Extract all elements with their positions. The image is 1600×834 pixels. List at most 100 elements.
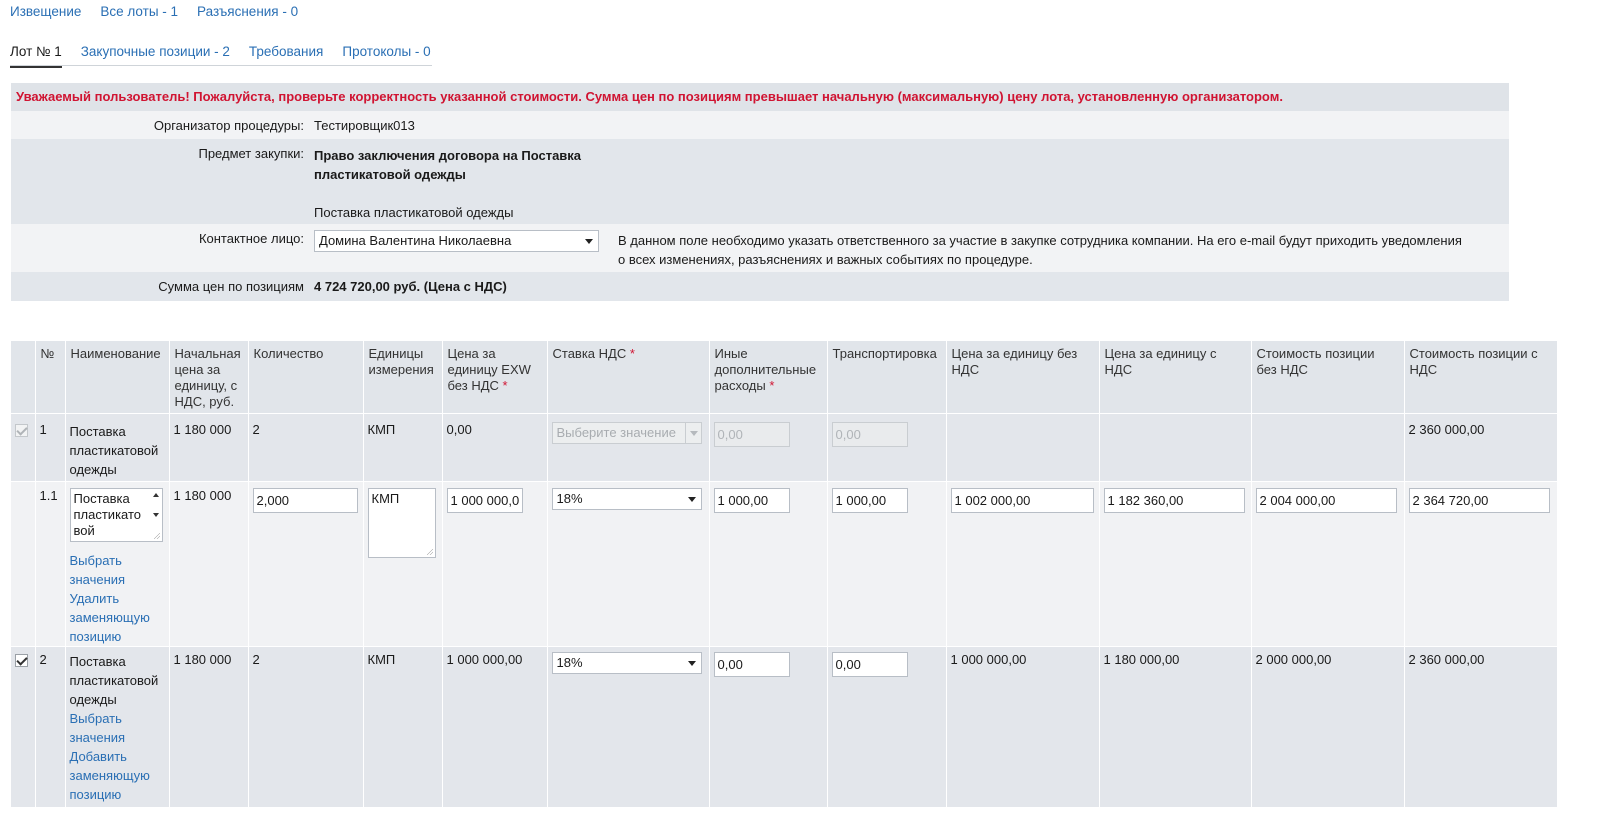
- vat-rate-value: 18%: [556, 490, 583, 506]
- row-price-exw: 0,00: [442, 412, 548, 481]
- header-checkbox-col: [11, 341, 36, 413]
- header-start-price-l4: НДС, руб.: [174, 394, 235, 409]
- table-header-row: № Наименование Начальная цена за единицу…: [11, 341, 1558, 413]
- row-unit-with-vat: [1099, 412, 1252, 481]
- row-quantity: 2: [248, 645, 364, 807]
- row-name: Поставка пластикато вой Выбрать значения…: [65, 480, 170, 646]
- row-unit-with-vat: 1 180 000,00: [1099, 645, 1252, 807]
- header-unit-with-vat-l1: Цена за единицу с: [1104, 346, 1217, 361]
- row-name-l2: пластикатовой: [69, 442, 159, 458]
- select-values-l2: значения: [69, 729, 126, 745]
- row-other-costs-cell: 1 000,00: [709, 480, 828, 646]
- vat-rate-value: 18%: [556, 654, 583, 670]
- clarifications-link[interactable]: Разъяснения - 0: [197, 4, 299, 19]
- select-values-l1: Выбрать: [69, 552, 122, 568]
- quantity-input[interactable]: 2,000: [252, 487, 358, 513]
- header-quantity: Количество: [248, 341, 364, 413]
- other-costs-input[interactable]: 0,00: [713, 651, 790, 677]
- header-other-costs-l3-text: расходы: [714, 378, 766, 393]
- positions-table: № Наименование Начальная цена за единицу…: [11, 341, 1558, 807]
- delete-replacement-link[interactable]: Удалить заменяющую позицию: [70, 589, 165, 646]
- scroll-up-icon: [152, 492, 159, 497]
- units-textarea[interactable]: КМП: [367, 487, 436, 558]
- row-checkbox-cell: [11, 412, 36, 481]
- row-other-costs-cell: 0,00: [709, 412, 828, 481]
- contact-person-value: Домина Валентина Николаевна: [319, 233, 512, 248]
- row-name-l1: Поставка: [69, 423, 126, 439]
- select-values-link[interactable]: Выбрать значения: [70, 551, 165, 589]
- tab-positions[interactable]: Закупочные позиции - 2: [80, 44, 230, 59]
- row-other-costs-cell: 0,00: [709, 645, 828, 807]
- header-other-costs-l2: дополнительные: [714, 362, 817, 377]
- row-transport-cell: 0,00: [827, 412, 947, 481]
- row-unit-no-vat-cell: 1 002 000,00: [946, 480, 1100, 646]
- sum-value: 4 724 720,00 руб. (Цена с НДС): [314, 279, 507, 294]
- row-start-price: 1 180 000: [169, 480, 249, 646]
- row-cost-no-vat-cell: 2 004 000,00: [1251, 480, 1405, 646]
- row-name-l2: пластикатовой: [69, 672, 159, 688]
- vat-rate-select[interactable]: 18%: [551, 651, 702, 674]
- other-costs-input[interactable]: 1 000,00: [713, 487, 790, 513]
- price-warning-alert: Уважаемый пользователь! Пожалуйста, пров…: [11, 83, 1509, 111]
- delete-replacement-l1: Удалить: [69, 590, 120, 606]
- row-quantity: 2: [248, 412, 364, 481]
- tab-lot[interactable]: Лот № 1: [10, 44, 62, 68]
- row-cost-with-vat: 2 360 000,00: [1404, 645, 1558, 807]
- organizer-value: Тестировщик013: [314, 118, 415, 133]
- row-transport-cell: 1 000,00: [827, 480, 947, 646]
- tab-protocols[interactable]: Протоколы - 0: [342, 44, 431, 59]
- transport-input[interactable]: 1 000,00: [831, 487, 908, 513]
- row-price-exw-cell: 1 000 000,0: [442, 480, 548, 646]
- unit-with-vat-input[interactable]: 1 182 360,00: [1103, 487, 1245, 513]
- required-mark: *: [502, 378, 508, 393]
- select-values-link[interactable]: Выбрать значения: [70, 709, 165, 747]
- row-start-price: 1 180 000: [169, 412, 249, 481]
- vat-rate-select: Выберите значение: [551, 421, 702, 444]
- row-unit-no-vat: 1 000 000,00: [946, 645, 1100, 807]
- tab-requirements[interactable]: Требования: [248, 44, 324, 59]
- chevron-down-icon: [585, 239, 593, 244]
- all-lots-link[interactable]: Все лоты - 1: [100, 4, 179, 19]
- table-row: 2 Поставка пластикатовой одежды Выбрать …: [11, 645, 1558, 807]
- contact-person-select[interactable]: Домина Валентина Николаевна: [314, 230, 599, 252]
- transport-input: 0,00: [831, 421, 908, 447]
- row-units: КМП: [363, 412, 443, 481]
- resize-grip-icon[interactable]: [153, 532, 160, 539]
- row-units-cell: КМП: [363, 480, 443, 646]
- cost-with-vat-input[interactable]: 2 364 720,00: [1408, 487, 1550, 513]
- cost-no-vat-input[interactable]: 2 004 000,00: [1255, 487, 1397, 513]
- delete-replacement-l2: заменяющую: [69, 609, 150, 625]
- add-replacement-link[interactable]: Добавить заменяющую позицию: [70, 747, 165, 804]
- row-quantity-cell: 2,000: [248, 480, 364, 646]
- unit-no-vat-input[interactable]: 1 002 000,00: [950, 487, 1094, 513]
- header-units: Единицы измерения: [363, 341, 443, 413]
- row-unit-no-vat: [946, 412, 1100, 481]
- contact-label: Контактное лицо:: [198, 231, 304, 246]
- delete-replacement-l3: позицию: [69, 628, 122, 644]
- select-values-l2: значения: [69, 571, 126, 587]
- other-costs-input: 0,00: [713, 421, 790, 447]
- price-exw-input[interactable]: 1 000 000,0: [446, 487, 523, 513]
- row-vat-cell: 18%: [547, 480, 710, 646]
- row-transport-cell: 0,00: [827, 645, 947, 807]
- add-replacement-l3: позицию: [69, 786, 122, 802]
- header-cost-with-vat: Стоимость позиции с НДС: [1404, 341, 1558, 413]
- top-navigation: Извещение Все лоты - 1 Разъяснения - 0: [10, 4, 298, 19]
- table-row: 1 Поставка пластикатовой одежды 1 180 00…: [11, 412, 1558, 481]
- textarea-scrollbar[interactable]: [150, 489, 162, 541]
- notice-link[interactable]: Извещение: [10, 4, 82, 19]
- row-checkbox[interactable]: [15, 653, 28, 667]
- header-vat-rate-text: Ставка НДС: [552, 346, 627, 361]
- row-unit-with-vat-cell: 1 182 360,00: [1099, 480, 1252, 646]
- contact-hint-line1: В данном поле необходимо указать ответст…: [618, 233, 1462, 248]
- row-vat-cell: Выберите значение: [547, 412, 710, 481]
- row-num: 2: [35, 645, 66, 807]
- organizer-label: Организатор процедуры:: [153, 118, 304, 133]
- transport-input[interactable]: 0,00: [831, 651, 908, 677]
- chevron-down-icon: [687, 660, 696, 666]
- select-values-l1: Выбрать: [69, 710, 122, 726]
- row-cost-with-vat: 2 360 000,00: [1404, 412, 1558, 481]
- position-name-textarea[interactable]: Поставка пластикато вой: [69, 487, 163, 542]
- resize-grip-icon[interactable]: [426, 548, 433, 555]
- vat-rate-select[interactable]: 18%: [551, 487, 702, 510]
